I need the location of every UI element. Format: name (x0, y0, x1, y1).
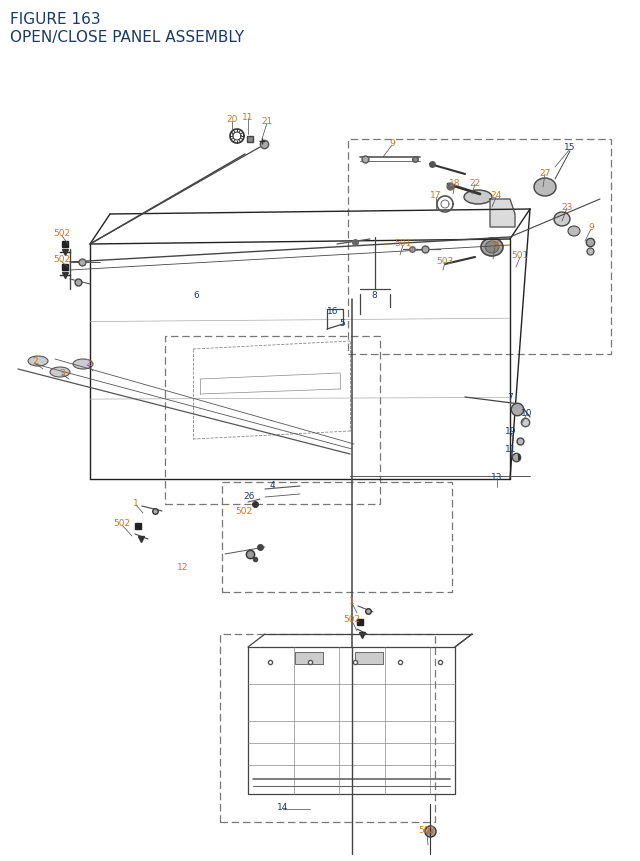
Text: 13: 13 (492, 472, 503, 481)
Text: 502: 502 (53, 255, 70, 264)
Text: 21: 21 (261, 117, 273, 127)
Text: 501: 501 (394, 239, 412, 248)
Ellipse shape (554, 213, 570, 226)
Text: 25: 25 (490, 240, 500, 249)
Text: 17: 17 (430, 191, 442, 201)
Text: 5: 5 (339, 318, 345, 327)
Ellipse shape (485, 242, 499, 254)
Text: FIGURE 163: FIGURE 163 (10, 12, 100, 27)
Text: 19: 19 (505, 427, 516, 436)
Ellipse shape (73, 360, 93, 369)
Ellipse shape (568, 226, 580, 237)
Text: 501: 501 (511, 251, 529, 260)
Text: 502: 502 (236, 507, 253, 516)
Bar (222, 482, 452, 592)
Text: 22: 22 (469, 178, 481, 188)
Text: 12: 12 (177, 563, 189, 572)
Text: 8: 8 (371, 290, 377, 299)
Text: 27: 27 (540, 168, 550, 177)
Text: 24: 24 (490, 191, 502, 201)
Text: 18: 18 (449, 178, 461, 188)
Ellipse shape (481, 238, 503, 257)
Text: 4: 4 (269, 481, 275, 490)
Bar (165, 337, 380, 505)
Text: 16: 16 (327, 307, 339, 315)
Text: 2: 2 (32, 357, 38, 366)
Ellipse shape (50, 368, 70, 378)
Polygon shape (490, 200, 515, 228)
Text: 15: 15 (564, 143, 576, 152)
Text: 10: 10 (521, 408, 532, 417)
Text: 20: 20 (227, 115, 237, 124)
Text: 9: 9 (588, 223, 594, 232)
Text: 9: 9 (389, 139, 395, 148)
Text: 3: 3 (59, 368, 65, 377)
Bar (355, 653, 383, 664)
Bar (295, 653, 323, 664)
Text: 502: 502 (419, 826, 436, 834)
Bar (348, 139, 611, 355)
Text: 503: 503 (436, 257, 454, 265)
Text: 1: 1 (349, 597, 355, 606)
Bar (220, 635, 435, 822)
Text: 502: 502 (53, 229, 70, 238)
Text: 11: 11 (243, 113, 253, 121)
Ellipse shape (534, 179, 556, 197)
Text: 502: 502 (113, 519, 131, 528)
Text: 1: 1 (133, 499, 139, 508)
Text: 26: 26 (243, 492, 255, 501)
Text: 23: 23 (561, 202, 573, 211)
Ellipse shape (464, 191, 492, 205)
Text: 6: 6 (193, 291, 199, 300)
Text: 11: 11 (505, 444, 516, 453)
Text: 2: 2 (85, 359, 91, 368)
Text: 7: 7 (507, 392, 513, 401)
Text: OPEN/CLOSE PANEL ASSEMBLY: OPEN/CLOSE PANEL ASSEMBLY (10, 30, 244, 45)
Text: 14: 14 (277, 802, 289, 812)
Ellipse shape (28, 356, 48, 367)
Text: 502: 502 (344, 615, 360, 623)
